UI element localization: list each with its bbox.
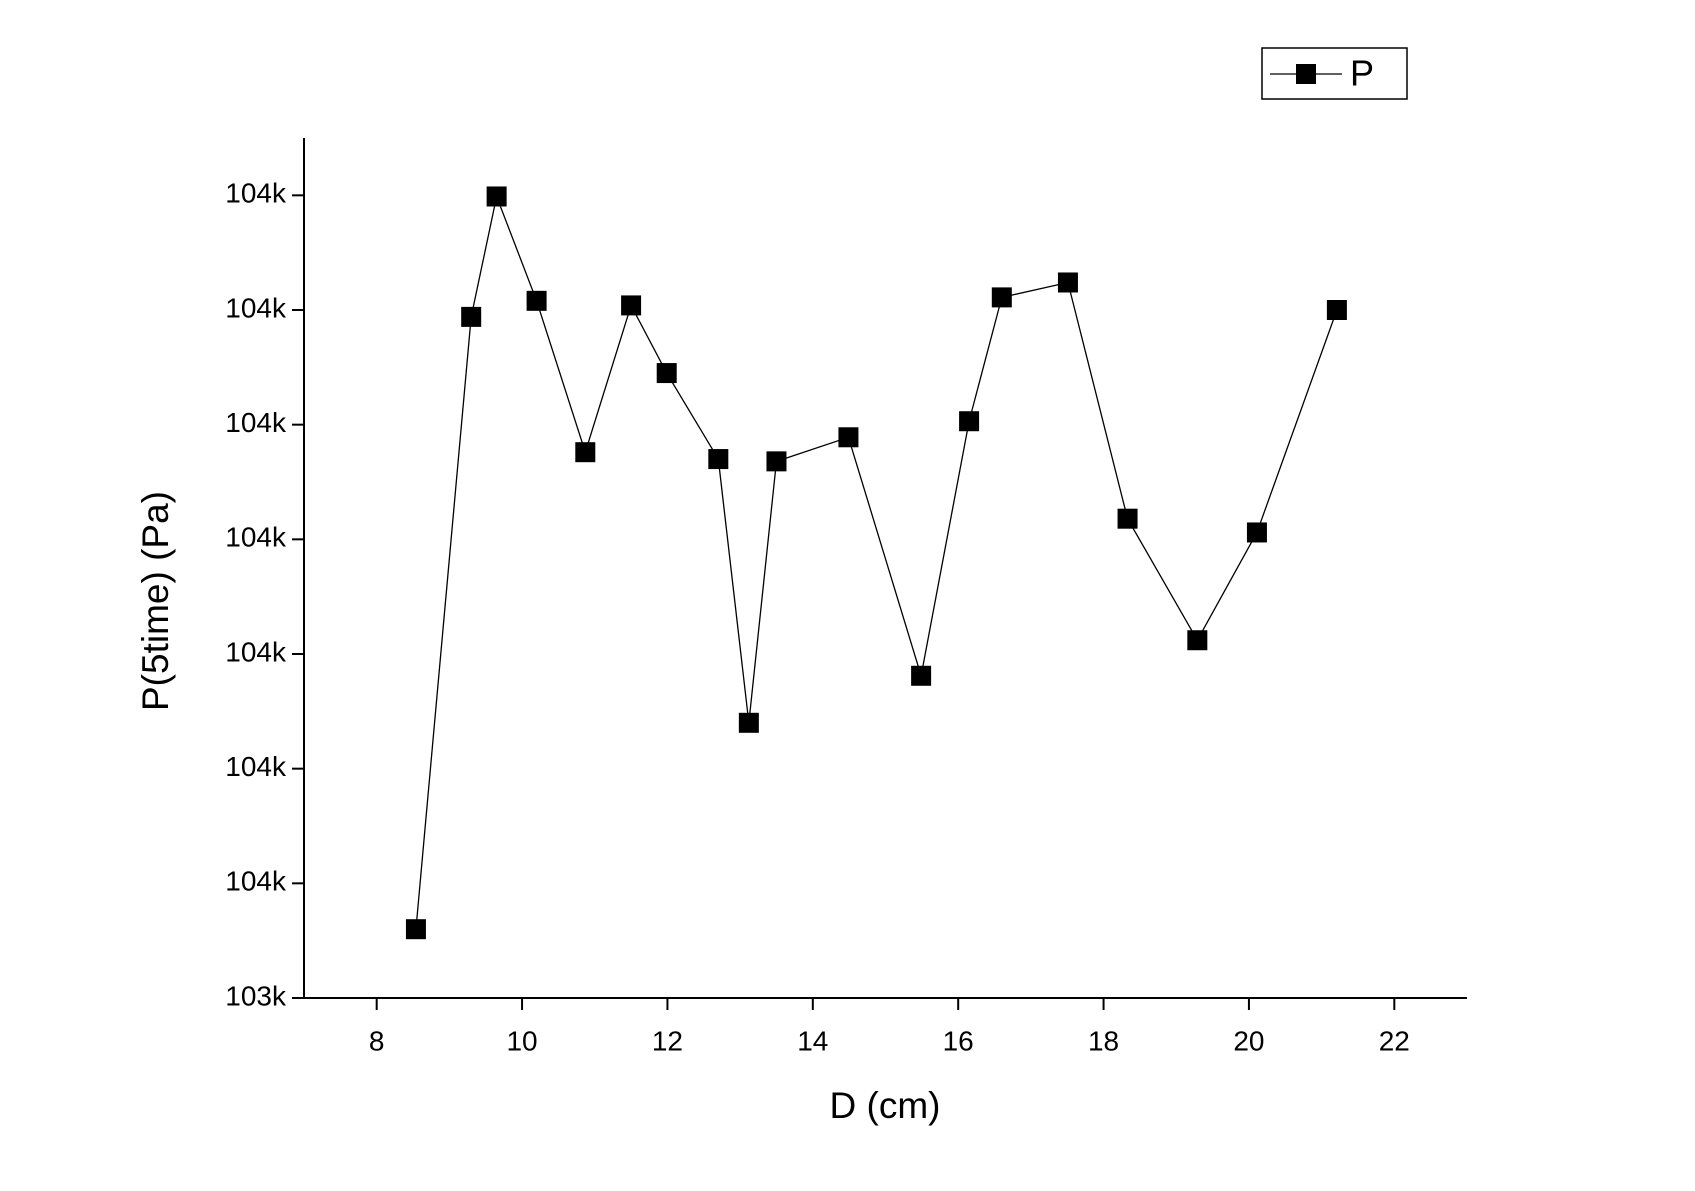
- marker: [991, 287, 1012, 308]
- y-tick-label: 104k: [225, 636, 287, 667]
- y-tick-label: 104k: [225, 407, 287, 438]
- x-tick-label: 14: [797, 1025, 828, 1056]
- marker: [621, 295, 642, 316]
- y-tick-label: 103k: [225, 980, 287, 1011]
- y-tick-label: 104k: [225, 522, 287, 553]
- legend-label: P: [1350, 53, 1374, 94]
- marker: [656, 363, 677, 384]
- marker: [461, 306, 482, 327]
- marker: [1326, 300, 1347, 320]
- x-tick-label: 8: [369, 1025, 385, 1056]
- marker: [1187, 630, 1208, 651]
- series-line: [415, 194, 1338, 930]
- x-axis-title: D (cm): [830, 1085, 941, 1126]
- x-tick-label: 10: [506, 1025, 537, 1056]
- marker: [708, 449, 729, 470]
- y-tick-label: 104k: [225, 178, 287, 209]
- marker: [911, 665, 932, 686]
- legend-marker: [1296, 64, 1316, 84]
- y-axis-title: P(5time) (Pa): [135, 491, 176, 711]
- x-tick-label: 12: [652, 1025, 683, 1056]
- x-tick-label: 22: [1379, 1025, 1410, 1056]
- marker: [738, 712, 759, 733]
- marker: [1246, 522, 1267, 543]
- x-tick-label: 20: [1233, 1025, 1264, 1056]
- marker: [405, 919, 426, 940]
- marker: [526, 290, 547, 311]
- marker: [486, 186, 507, 207]
- marker: [575, 442, 596, 463]
- marker: [1057, 272, 1078, 293]
- y-tick-label: 104k: [225, 866, 287, 897]
- marker: [766, 451, 787, 472]
- marker: [959, 411, 980, 432]
- marker: [838, 427, 859, 448]
- x-tick-label: 16: [943, 1025, 974, 1056]
- x-tick-label: 18: [1088, 1025, 1119, 1056]
- y-tick-label: 104k: [225, 292, 287, 323]
- y-tick-label: 104k: [225, 751, 287, 782]
- marker: [1117, 508, 1138, 529]
